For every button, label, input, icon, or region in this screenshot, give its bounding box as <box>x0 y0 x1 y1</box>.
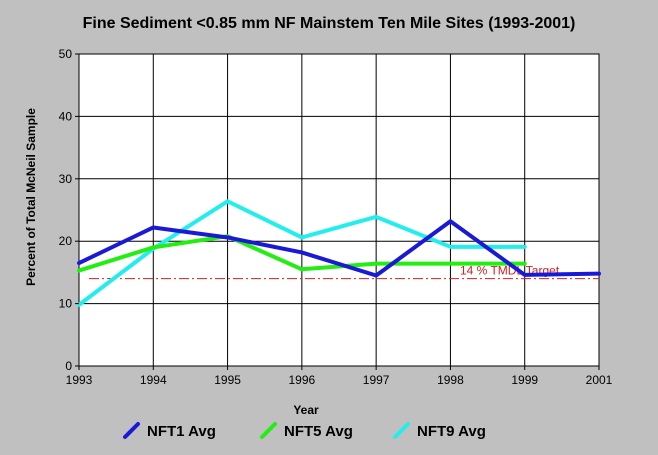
series-layer <box>77 199 601 307</box>
chart-title: Fine Sediment <0.85 mm NF Mainstem Ten M… <box>83 15 576 32</box>
series-line-nft1-avg <box>77 219 601 278</box>
plot-area <box>78 53 600 367</box>
legend-swatch <box>260 422 277 439</box>
x-tick-label: 1993 <box>66 373 93 387</box>
x-tick-label: 1999 <box>511 373 538 387</box>
legend-label: NFT9 Avg <box>417 423 486 440</box>
legend-swatch <box>123 422 140 439</box>
grid-layer <box>79 54 599 366</box>
legend: NFT1 Avg NFT5 Avg NFT9 Avg <box>123 422 486 440</box>
legend-swatch <box>393 422 410 439</box>
y-axis-label: Percent of Total McNeil Sample <box>24 108 38 286</box>
y-tick-label: 10 <box>59 297 73 311</box>
tick-layer: 1993 1994 1995 1996 1997 1998 1999 2001 0 10 20 30 4… <box>59 47 613 387</box>
legend-label: NFT5 Avg <box>284 423 353 440</box>
x-tick-label: 1998 <box>437 373 464 387</box>
x-tick-label: 1995 <box>214 373 241 387</box>
x-tick-label: 2001 <box>586 373 613 387</box>
x-tick-label: 1994 <box>140 373 167 387</box>
x-axis-label: Year <box>293 403 319 417</box>
series-line-nft5-avg <box>77 234 527 273</box>
y-tick-label: 0 <box>65 359 72 373</box>
y-tick-label: 50 <box>59 47 73 61</box>
x-tick-label: 1997 <box>363 373 390 387</box>
y-tick-label: 30 <box>59 172 73 186</box>
x-tick-label: 1996 <box>289 373 316 387</box>
y-tick-label: 40 <box>59 109 73 123</box>
y-tick-label: 20 <box>59 234 73 248</box>
legend-label: NFT1 Avg <box>147 423 216 440</box>
